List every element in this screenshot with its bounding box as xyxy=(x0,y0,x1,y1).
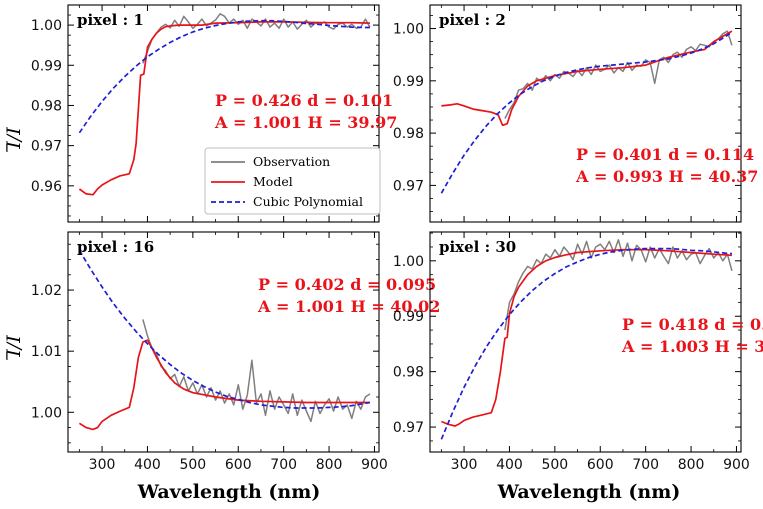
panel-3-xtick-label-700: 700 xyxy=(270,457,297,473)
panel-1-ytick-label-4: 1.00 xyxy=(31,18,62,34)
panel-3-xtick-label-300: 300 xyxy=(89,457,116,473)
panel-1-series-model xyxy=(78,21,370,196)
panel-1-params-line2: A = 1.001 H = 39.97 xyxy=(214,113,397,132)
legend-observation-label: Observation xyxy=(253,154,330,169)
panel-4: 300 400 500 600 700 800 900 0.97 0.98 0.99 1.00 pix… xyxy=(393,231,763,473)
panel-4-title: pixel : 30 xyxy=(439,238,516,256)
panel-2-ytick-label-2: 0.99 xyxy=(393,74,424,90)
panel-4-frame xyxy=(429,231,742,453)
panel-4-xtick-label-600: 600 xyxy=(587,457,614,473)
panel-3-ytick-label-1: 1.01 xyxy=(31,344,62,360)
panel-2-series-cubic-polynomial xyxy=(440,31,733,194)
panel-4-xtick-label-400: 400 xyxy=(496,457,523,473)
legend-cubic-label: Cubic Polynomial xyxy=(253,194,363,209)
panel-4-xtick-label-500: 500 xyxy=(541,457,568,473)
panel-2: 0.97 0.98 0.99 1.00 pixel : 2 P = 0.401 d = 0… xyxy=(393,4,758,223)
panel-3-xtick-label-800: 800 xyxy=(316,457,343,473)
panel-4-ytick-label-2: 0.99 xyxy=(393,309,424,325)
legend-box xyxy=(204,147,381,215)
panel-1-ytick-label-3: 0.99 xyxy=(31,58,62,74)
panel-4-params-line2: A = 1.003 H = 39.93 xyxy=(621,337,763,356)
panel-3-series-cubic-polynomial xyxy=(78,249,371,409)
panel-3-title: pixel : 16 xyxy=(77,238,154,256)
panel-1-params-line1: P = 0.426 d = 0.101 xyxy=(215,91,393,110)
panel-3-xtick-label-900: 900 xyxy=(361,457,388,473)
panel-3-ytick-label-2: 1.02 xyxy=(31,283,62,299)
panel-4-ytick-label-1: 0.98 xyxy=(393,365,424,381)
panel-3-xtick-label-500: 500 xyxy=(179,457,206,473)
panel-1-frame xyxy=(67,4,380,223)
ylabel-bottom: I/I xyxy=(3,335,25,358)
ylabel-top-bar: – xyxy=(0,143,17,153)
panel-1-series-cubic-polynomial xyxy=(78,19,370,134)
panel-3-ytick-label-0: 1.00 xyxy=(31,405,62,421)
panel-2-ytick-label-1: 0.98 xyxy=(393,126,424,142)
ylabel-bottom-bar: – xyxy=(0,351,17,361)
panel-3-series-model xyxy=(78,339,370,431)
panel-4-xtick-label-700: 700 xyxy=(632,457,659,473)
panel-1-title: pixel : 1 xyxy=(77,11,144,29)
panel-1-ytick-label-2: 0.98 xyxy=(31,98,62,114)
legend-model-label: Model xyxy=(253,174,293,189)
panel-2-frame xyxy=(429,4,742,223)
panel-1-ytick-label-1: 0.97 xyxy=(31,139,62,155)
panel-2-params-line2: A = 0.993 H = 40.37 xyxy=(575,167,758,186)
panel-4-series-cubic-polynomial xyxy=(440,247,732,440)
panel-3-params-line1: P = 0.402 d = 0.095 xyxy=(258,275,436,294)
panel-2-ytick-label-0: 0.97 xyxy=(393,178,424,194)
panel-4-ytick-label-3: 1.00 xyxy=(393,254,424,270)
panel-2-params-line1: P = 0.401 d = 0.114 xyxy=(576,145,754,164)
panel-2-series-model xyxy=(441,30,733,127)
legend: Observation Model Cubic Polynomial xyxy=(204,147,381,215)
panel-3-frame xyxy=(67,231,380,453)
panel-4-xtick-label-900: 900 xyxy=(723,457,750,473)
panel-1-ytick-label-0: 0.96 xyxy=(31,179,62,195)
panel-2-title: pixel : 2 xyxy=(439,11,506,29)
panels: 0.96 0.97 0.98 0.99 1.00 pixel : 1 P = 0.426 d… xyxy=(31,4,763,473)
xlabel-right: Wavelength (nm) xyxy=(497,481,681,503)
panel-4-ytick-label-0: 0.97 xyxy=(393,420,424,436)
panel-4-params-line1: P = 0.418 d = 0.109 xyxy=(622,315,763,334)
ylabel-top: I/I xyxy=(3,127,25,150)
panel-3-xtick-label-400: 400 xyxy=(134,457,161,473)
panel-3-params-line2: A = 1.001 H = 40.02 xyxy=(257,297,440,316)
panel-4-xtick-label-800: 800 xyxy=(678,457,705,473)
panel-4-xtick-label-300: 300 xyxy=(451,457,478,473)
panel-3-xtick-label-600: 600 xyxy=(225,457,252,473)
panel-3: 300 400 500 600 700 800 900 1.00 1.01 1.02 pixel :… xyxy=(31,231,440,473)
panel-1: 0.96 0.97 0.98 0.99 1.00 pixel : 1 P = 0.426 d… xyxy=(31,4,397,223)
xlabel-left: Wavelength (nm) xyxy=(137,481,321,503)
panel-2-ytick-label-3: 1.00 xyxy=(393,22,424,38)
